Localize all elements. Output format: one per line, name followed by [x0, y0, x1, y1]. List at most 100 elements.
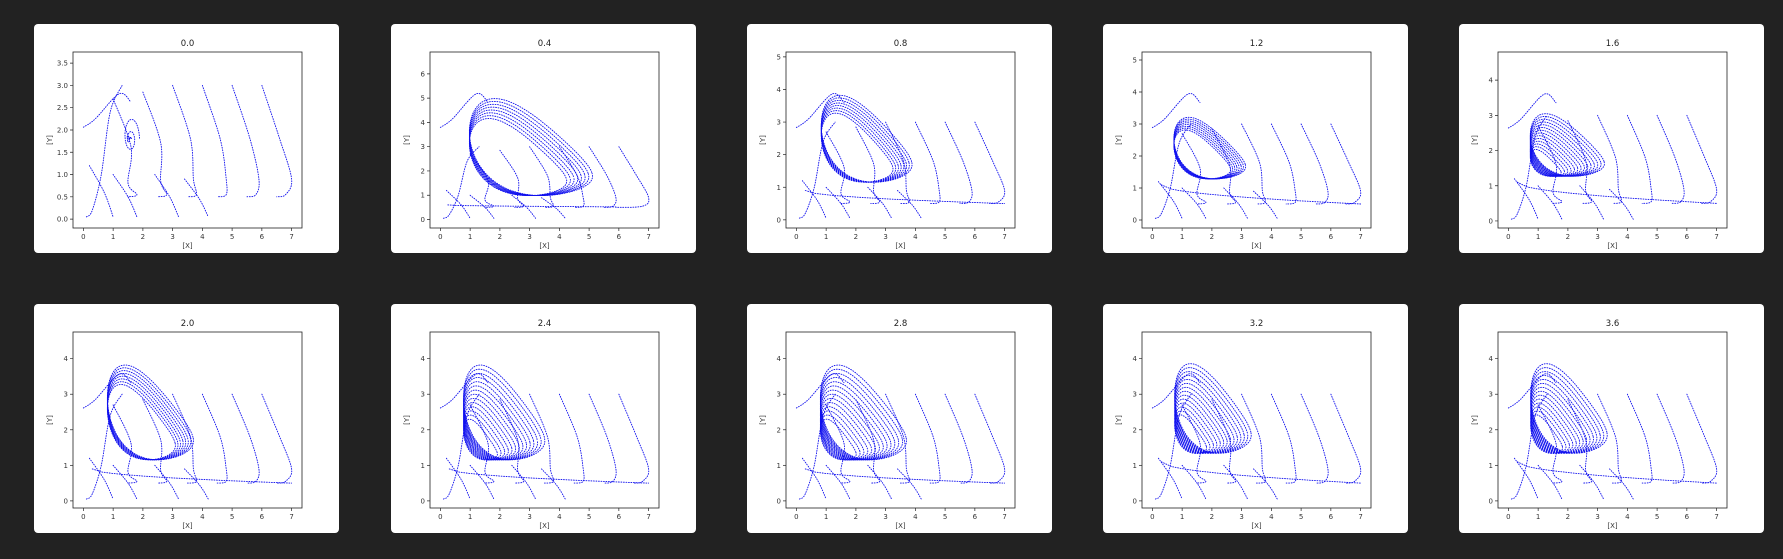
trajectory-line — [1300, 393, 1329, 484]
attractor-line — [91, 468, 293, 484]
phase-portrait-chart: 0.8 0 1 2 3 4 5 6 7 0 1 2 3 4 5 [X] [Y] — [759, 39, 1016, 250]
trajectory-line — [588, 146, 617, 208]
y-tick-label: 2 — [1133, 426, 1137, 434]
trajectory-line — [974, 121, 1006, 205]
x-tick-label: 7 — [1714, 233, 1718, 241]
phase-portrait-chart: 3.2 0 1 2 3 4 5 6 7 0 1 2 3 4 [X] [Y] — [1115, 319, 1372, 530]
y-tick-label: 4 — [1133, 89, 1138, 97]
y-tick-label: 2.5 — [57, 104, 68, 112]
chart-panel: 0.8 0 1 2 3 4 5 6 7 0 1 2 3 4 5 [X] [Y] — [747, 24, 1052, 253]
x-tick-label: 5 — [1299, 233, 1303, 241]
trajectory-line — [897, 468, 922, 500]
attractor-line — [820, 102, 905, 183]
x-tick-label: 7 — [1002, 513, 1006, 521]
x-tick-label: 7 — [289, 513, 293, 521]
y-tick-label: 4 — [777, 355, 782, 363]
attractor-line — [1529, 113, 1605, 177]
x-tick-label: 3 — [170, 233, 174, 241]
trajectory-line — [1579, 185, 1605, 220]
x-tick-label: 1 — [1536, 233, 1540, 241]
x-tick-label: 0 — [1150, 233, 1154, 241]
x-axis-label: [X] — [539, 242, 550, 250]
attractor-line — [1174, 410, 1211, 454]
plot-frame — [1497, 331, 1728, 509]
attractor-line — [1530, 386, 1588, 454]
x-tick-label: 5 — [1655, 233, 1659, 241]
y-tick-label: 5 — [1133, 57, 1137, 65]
y-tick-label: 1.5 — [57, 149, 68, 157]
trajectory-line — [1253, 190, 1278, 219]
y-tick-label: 0 — [1133, 497, 1137, 505]
y-tick-label: 0 — [1133, 217, 1137, 225]
x-tick-label: 7 — [1358, 513, 1362, 521]
x-tick-label: 3 — [527, 233, 531, 241]
x-tick-label: 4 — [1625, 233, 1630, 241]
attractor-line — [1530, 375, 1598, 454]
x-tick-label: 4 — [557, 513, 562, 521]
trajectory-line — [1181, 133, 1207, 205]
trajectory-line — [88, 457, 114, 500]
y-axis-label: [Y] — [46, 135, 54, 145]
y-tick-label: 3 — [1489, 391, 1493, 399]
x-tick-label: 5 — [230, 513, 234, 521]
trajectory-line — [499, 149, 525, 208]
trajectory-line — [801, 180, 827, 219]
x-tick-label: 2 — [1210, 233, 1214, 241]
trajectory-line — [1626, 114, 1653, 204]
x-tick-label: 2 — [141, 513, 145, 521]
attractor-line — [106, 378, 182, 461]
x-tick-label: 6 — [1329, 233, 1334, 241]
trajectory-line — [1151, 93, 1201, 129]
x-tick-label: 3 — [1595, 513, 1599, 521]
attractor-line — [1530, 363, 1608, 454]
x-tick-label: 1 — [1536, 513, 1540, 521]
trajectory-line — [1330, 393, 1362, 484]
x-tick-label: 3 — [170, 513, 174, 521]
y-tick-label: 1 — [777, 462, 781, 470]
trajectory-layer — [82, 84, 293, 218]
chart-panel: 1.2 0 1 2 3 4 5 6 7 0 1 2 3 4 5 [X] [Y] — [1103, 24, 1408, 253]
y-axis-label: [Y] — [1115, 415, 1123, 425]
trajectory-line — [112, 98, 138, 198]
y-axis-label: [Y] — [46, 415, 54, 425]
attractor-line — [1173, 124, 1238, 180]
attractor-line — [463, 410, 506, 461]
attractor-line — [468, 103, 586, 197]
attractor-line — [468, 109, 579, 197]
attractor-line — [1516, 181, 1718, 204]
x-tick-label: 1 — [468, 233, 472, 241]
chart-panel: 2.8 0 1 2 3 4 5 6 7 0 1 2 3 4 [X] [Y] — [747, 304, 1052, 533]
attractor-line — [1174, 406, 1214, 454]
x-tick-label: 2 — [1566, 513, 1570, 521]
trajectory-line — [439, 92, 489, 128]
trajectory-line — [112, 464, 138, 500]
x-tick-label: 0 — [81, 513, 85, 521]
trajectory-line — [184, 468, 209, 500]
y-tick-label: 3 — [421, 391, 425, 399]
plot-frame — [785, 51, 1016, 229]
chart-title: 3.2 — [1250, 319, 1264, 329]
x-tick-label: 0 — [438, 513, 442, 521]
x-axis-label: [X] — [1251, 522, 1262, 530]
y-tick-label: 3 — [777, 119, 781, 127]
attractor-line — [1529, 140, 1572, 177]
x-tick-label: 2 — [498, 233, 502, 241]
phase-portrait-chart: 1.6 0 1 2 3 4 5 6 7 0 1 2 3 4 [X] [Y] — [1471, 39, 1728, 250]
trajectory-line — [85, 84, 123, 218]
trajectory-line — [1510, 393, 1548, 500]
phase-portrait-chart: 2.8 0 1 2 3 4 5 6 7 0 1 2 3 4 [X] [Y] — [759, 319, 1016, 530]
x-axis-label: [X] — [1607, 522, 1618, 530]
y-axis-label: [Y] — [1471, 135, 1479, 145]
attractor-line — [106, 384, 176, 461]
y-tick-label: 4 — [421, 119, 426, 127]
x-tick-label: 4 — [1269, 513, 1274, 521]
trajectory-line — [142, 399, 168, 484]
trajectory-layer — [1507, 363, 1718, 500]
x-tick-label: 0 — [794, 233, 798, 241]
trajectory-line — [201, 393, 228, 484]
x-tick-label: 3 — [1239, 513, 1243, 521]
y-axis-label: [Y] — [1471, 415, 1479, 425]
attractor-line — [468, 118, 568, 197]
plot-frame — [72, 331, 303, 509]
x-tick-label: 4 — [1625, 513, 1630, 521]
